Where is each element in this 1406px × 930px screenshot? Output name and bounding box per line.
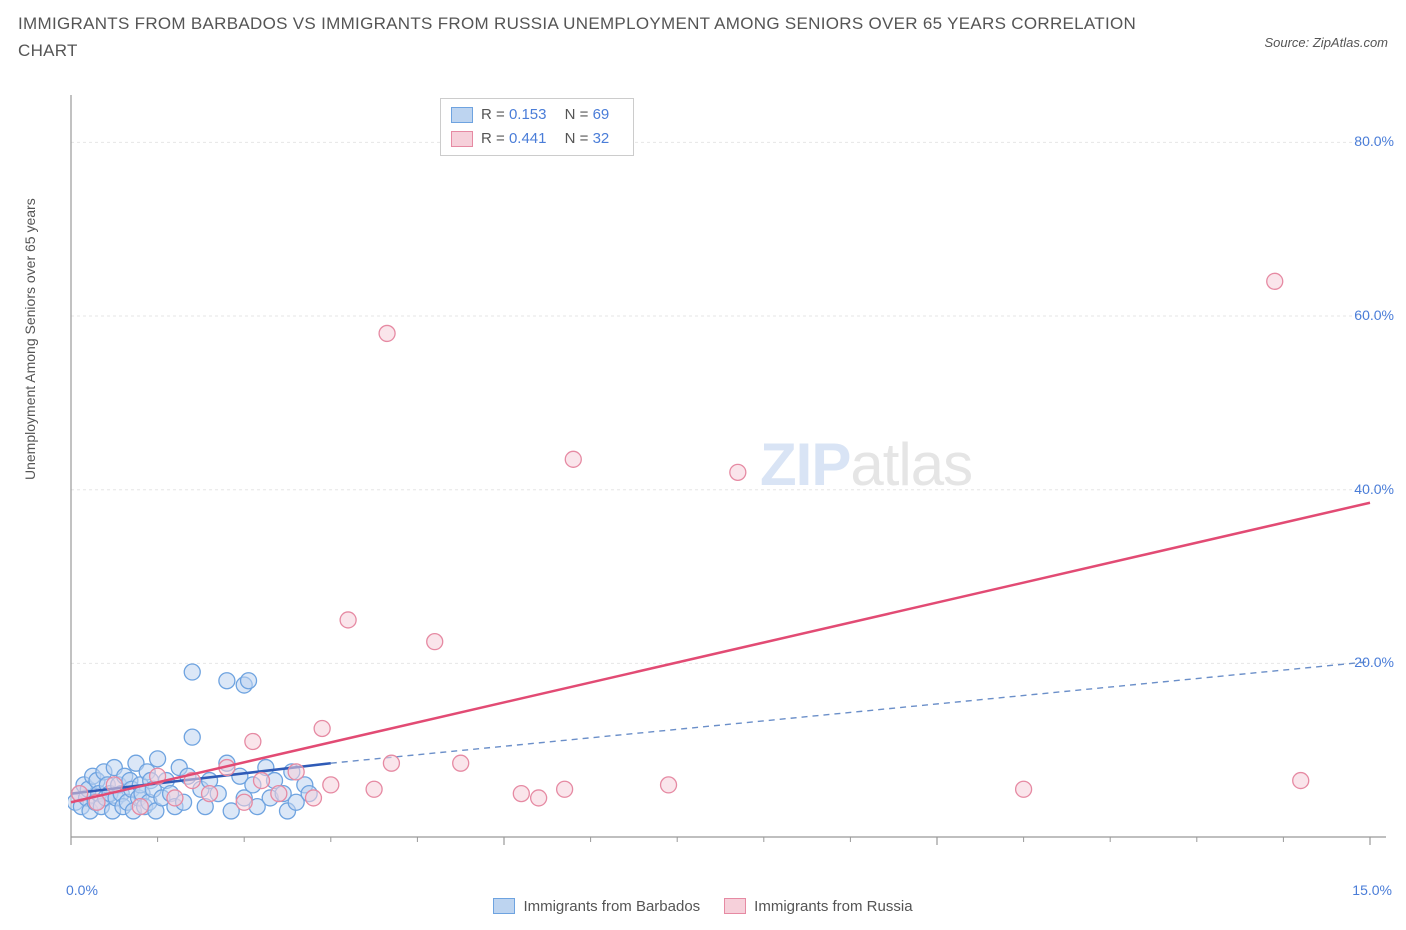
y-tick-label: 40.0% [1354,481,1394,497]
legend-item: Immigrants from Russia [724,898,912,915]
legend-swatch [493,898,515,914]
legend-swatch [451,107,473,123]
x-tick-max: 15.0% [1352,882,1392,898]
legend-item: Immigrants from Barbados [493,898,700,915]
legend-label: Immigrants from Russia [754,898,912,915]
y-tick-label: 20.0% [1354,654,1394,670]
legend-label: Immigrants from Barbados [523,898,700,915]
source-attribution: Source: ZipAtlas.com [1264,35,1388,50]
y-tick-label: 60.0% [1354,307,1394,323]
y-tick-label: 80.0% [1354,133,1394,149]
series-legend: Immigrants from Barbados Immigrants from … [0,898,1406,919]
legend-swatch [451,131,473,147]
legend-row: R = 0.153 N = 69 [451,103,623,127]
x-tick-min: 0.0% [66,882,98,898]
y-axis-label: Unemployment Among Seniors over 65 years [22,198,38,480]
legend-row: R = 0.441 N = 32 [451,127,623,151]
legend-swatch [724,898,746,914]
scatter-plot [68,95,1388,865]
legend-stats: R = 0.153 N = 69 [481,103,623,127]
legend-stats: R = 0.441 N = 32 [481,127,623,151]
chart-title: IMMIGRANTS FROM BARBADOS VS IMMIGRANTS F… [18,10,1158,64]
correlation-legend: R = 0.153 N = 69R = 0.441 N = 32 [440,98,634,156]
